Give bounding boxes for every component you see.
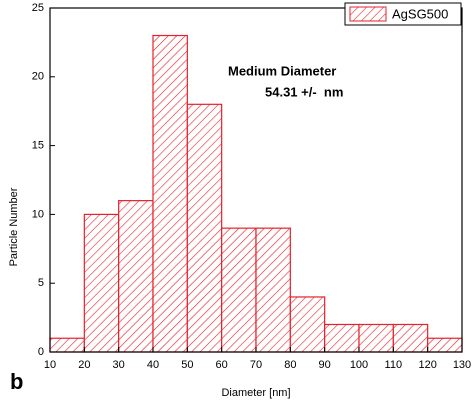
bar [49, 337, 85, 353]
x-tick-label: 60 [216, 359, 228, 371]
bar [152, 34, 188, 353]
y-tick-label: 15 [32, 140, 44, 152]
x-tick-label: 110 [385, 359, 403, 371]
bar [118, 200, 154, 353]
x-tick-label: 30 [113, 359, 125, 371]
x-tick-label: 120 [418, 359, 436, 371]
bar [427, 337, 463, 353]
x-tick-label: 100 [350, 359, 368, 371]
annotation: 54.31 +/- nm [265, 84, 343, 99]
x-axis-label: Diameter [nm] [221, 387, 290, 399]
x-tick-label: 40 [147, 359, 159, 371]
bar [83, 213, 120, 353]
bar [324, 323, 360, 353]
x-tick-label: 10 [44, 359, 56, 371]
x-tick-label: 70 [250, 359, 262, 371]
legend-label: AgSG500 [392, 6, 448, 21]
y-tick-label: 10 [32, 208, 44, 220]
y-tick-label: 5 [38, 277, 44, 289]
bar [255, 227, 291, 353]
bar [289, 296, 326, 353]
bar [392, 323, 429, 353]
x-tick-label: 130 [453, 359, 471, 371]
x-tick-label: 20 [78, 359, 90, 371]
y-axis-label: Particle Number [8, 187, 20, 266]
bar [221, 227, 257, 353]
y-tick-label: 20 [32, 71, 44, 83]
legend-swatch [349, 6, 387, 22]
x-tick-label: 80 [284, 359, 296, 371]
bar [186, 103, 223, 353]
y-tick-label: 0 [38, 346, 44, 358]
x-tick-label: 90 [319, 359, 331, 371]
annotation: Medium Diameter [228, 63, 336, 78]
bar [358, 323, 394, 353]
x-tick-label: 50 [181, 359, 193, 371]
y-tick-label: 25 [32, 2, 44, 14]
panel-label: b [10, 369, 23, 394]
